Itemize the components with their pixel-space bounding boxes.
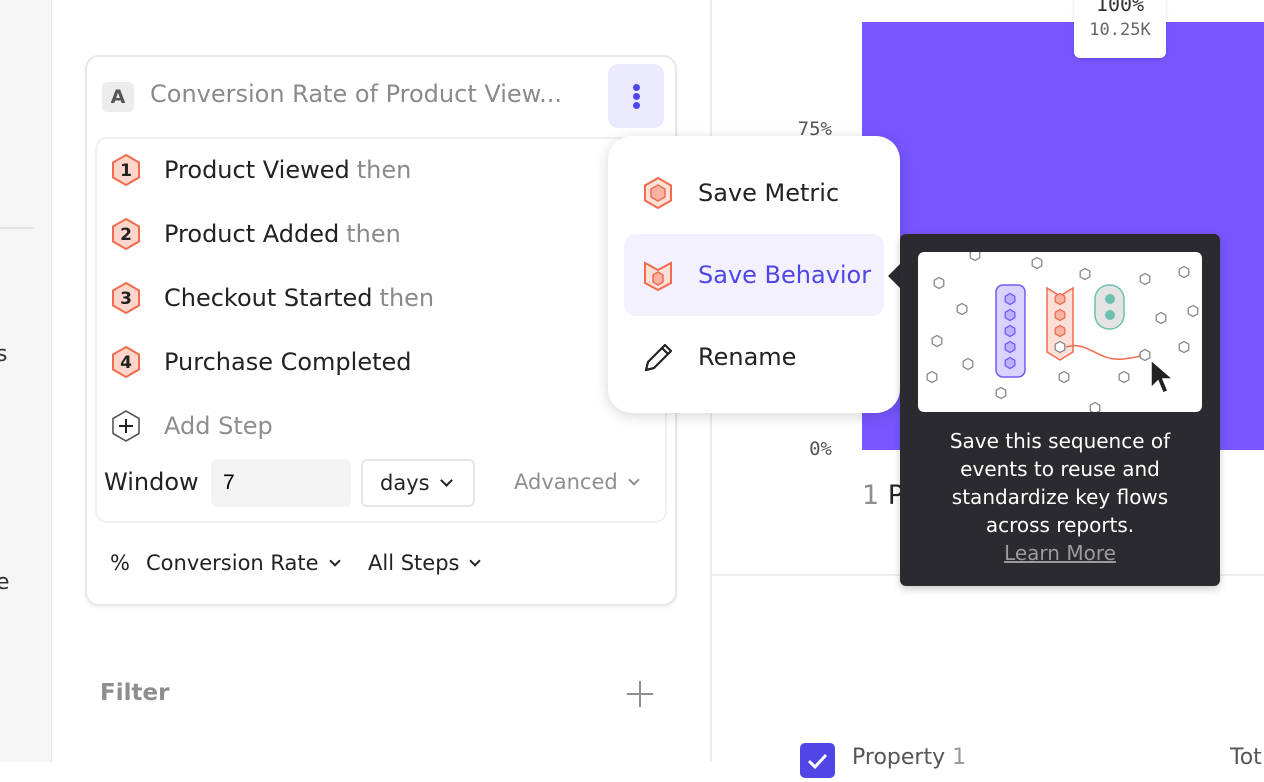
- step-number-hexagon-icon: 2: [112, 217, 140, 251]
- step-number-hexagon-icon: 1: [112, 153, 140, 187]
- metric-badge: A: [102, 82, 134, 112]
- menu-item-save-behavior[interactable]: Save Behavior: [624, 234, 884, 316]
- funnel-step[interactable]: 2 Product Added then: [110, 217, 401, 251]
- hexagon-metric-icon: [644, 176, 672, 210]
- window-label: Window: [104, 468, 199, 496]
- menu-item-label: Save Behavior: [698, 261, 872, 289]
- menu-item-rename[interactable]: Rename: [624, 316, 884, 398]
- window-unit-select[interactable]: days: [361, 459, 475, 507]
- step-event: Product Added: [164, 220, 340, 248]
- measure-label: Conversion Rate: [146, 551, 319, 575]
- svg-text:3: 3: [120, 289, 132, 309]
- add-step-label: Add Step: [164, 412, 273, 440]
- step-then: then: [346, 220, 401, 248]
- sidebar: [0, 0, 52, 762]
- tooltip-text: Save this sequence of events to reuse an…: [900, 427, 1220, 567]
- step-then: then: [356, 156, 412, 184]
- behavior-illustration: [918, 252, 1202, 412]
- add-hexagon-icon: [112, 410, 140, 442]
- sidebar-item-partial[interactable]: s: [0, 342, 8, 367]
- filter-heading: Filter: [100, 680, 170, 706]
- advanced-label: Advanced: [514, 470, 618, 494]
- window-input[interactable]: [211, 459, 351, 507]
- steps-select[interactable]: All Steps: [368, 551, 482, 575]
- tooltip-line: Save this sequence of: [949, 429, 1171, 453]
- step-number-hexagon-icon: 3: [112, 281, 140, 315]
- tooltip-line: events to reuse and: [960, 457, 1160, 481]
- learn-more-link[interactable]: Learn More: [1004, 541, 1116, 565]
- property-suffix: 1: [952, 745, 967, 770]
- window-unit-label: days: [380, 471, 430, 495]
- checkmark-icon: [807, 753, 828, 770]
- y-tick-label: 75%: [797, 118, 832, 140]
- menu-item-save-metric[interactable]: Save Metric: [624, 152, 884, 234]
- add-filter-button[interactable]: [627, 681, 653, 707]
- menu-item-label: Save Metric: [698, 179, 840, 207]
- svg-text:4: 4: [120, 353, 132, 373]
- funnel-step[interactable]: 1 Product Viewed then: [110, 153, 411, 187]
- property-column-header[interactable]: Property 1: [852, 745, 966, 770]
- svg-text:2: 2: [120, 225, 132, 245]
- funnel-step[interactable]: 4 Purchase Completed: [110, 345, 419, 379]
- measure-select[interactable]: Conversion Rate: [146, 551, 341, 575]
- pencil-icon: [644, 343, 673, 372]
- sidebar-divider: [0, 227, 34, 229]
- more-options-button[interactable]: [608, 64, 664, 128]
- advanced-toggle[interactable]: Advanced: [514, 470, 640, 494]
- chevron-down-icon: [439, 474, 453, 487]
- step-event: Product Viewed: [164, 156, 350, 184]
- chevron-down-icon: [628, 474, 640, 486]
- chevron-down-icon: [469, 555, 482, 567]
- steps-select-label: All Steps: [368, 551, 460, 575]
- y-tick-label: 0%: [809, 438, 832, 460]
- metric-title[interactable]: Conversion Rate of Product View...: [150, 80, 562, 108]
- step-event: Checkout Started: [164, 284, 373, 312]
- bar-label-count: 10.25K: [1089, 20, 1151, 40]
- tooltip-line: across reports.: [985, 513, 1135, 537]
- step-number-hexagon-icon: 4: [112, 345, 140, 379]
- total-column-header: Tot: [1230, 745, 1262, 770]
- bar-label-percent: 100%: [1095, 0, 1145, 16]
- x-category-label: 1 P: [862, 480, 904, 511]
- percent-icon: %: [110, 551, 130, 575]
- category-index: 1: [862, 480, 880, 511]
- chevron-down-icon: [328, 555, 341, 567]
- property-checkbox[interactable]: [800, 743, 835, 778]
- funnel-step[interactable]: 3 Checkout Started then: [110, 281, 434, 315]
- step-event: Purchase Completed: [164, 348, 412, 376]
- steps-panel: [95, 137, 667, 523]
- behavior-icon: [644, 261, 672, 292]
- property-label: Property: [852, 745, 946, 770]
- step-then: then: [379, 284, 435, 312]
- tooltip-arrow: [888, 264, 900, 288]
- menu-item-label: Rename: [698, 343, 797, 371]
- sidebar-item-partial[interactable]: e: [0, 570, 10, 595]
- add-step-button[interactable]: Add Step: [110, 409, 273, 443]
- bar-data-label: 100% 10.25K: [1074, 0, 1166, 58]
- svg-text:1: 1: [120, 161, 132, 181]
- tooltip-line: standardize key flows: [951, 485, 1169, 509]
